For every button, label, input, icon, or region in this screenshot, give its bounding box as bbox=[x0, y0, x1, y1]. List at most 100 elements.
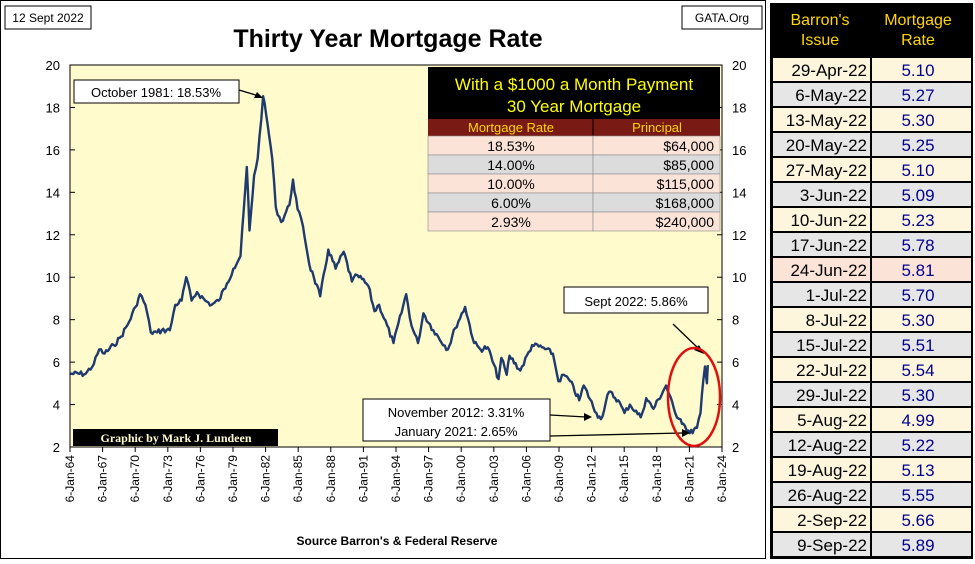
barrons-row-date: 17-Jun-22 bbox=[790, 236, 867, 255]
x-tick-label: 6-Jan-03 bbox=[487, 455, 501, 503]
barrons-row-rate: 5.81 bbox=[901, 261, 934, 280]
barrons-row-date: 29-Jul-22 bbox=[796, 386, 867, 405]
barrons-row-date: 22-Jul-22 bbox=[796, 361, 867, 380]
barrons-row-rate: 5.30 bbox=[901, 386, 934, 405]
date-box bbox=[4, 5, 92, 30]
barrons-row-date-cell bbox=[773, 333, 870, 356]
barrons-row-date-cell bbox=[773, 433, 870, 456]
barrons-table-svg: Barron's Issue Mortgage Rate 29-Apr-22 5.10… bbox=[773, 12, 971, 556]
barrons-row-date: 24-Jun-22 bbox=[790, 261, 867, 280]
barrons-row-date: 15-Jul-22 bbox=[796, 336, 867, 355]
y-tick-label: 10 bbox=[46, 270, 60, 285]
chart-title: Thirty Year Mortgage Rate bbox=[233, 25, 542, 53]
y-tick-label-right: 4 bbox=[732, 398, 739, 413]
annotation-low-2012-arrow bbox=[549, 414, 587, 418]
payment-table-header-bg bbox=[428, 119, 720, 136]
barrons-row-date-cell bbox=[773, 308, 870, 331]
credit-text: Graphic by Mark J. Lundeen bbox=[100, 431, 251, 445]
annotation-low-2012-arrowhead bbox=[584, 413, 592, 421]
x-tick-label: 6-Jan-79 bbox=[226, 455, 240, 503]
x-tick-label: 6-Jan-00 bbox=[454, 455, 468, 503]
annotation-low-2021-arrow bbox=[549, 432, 684, 437]
payment-row-principal: $115,000 bbox=[657, 176, 715, 192]
barrons-row-rate: 5.30 bbox=[901, 111, 934, 130]
barrons-row-date-cell bbox=[773, 158, 870, 181]
x-tick-label: 6-Jan-09 bbox=[552, 455, 566, 503]
source-text: Source Barron's & Federal Reserve bbox=[297, 534, 498, 548]
barrons-row-date-cell bbox=[773, 533, 870, 556]
barrons-row-date-cell bbox=[773, 483, 870, 506]
barrons-row-date: 27-May-22 bbox=[786, 161, 867, 180]
barrons-row-rate: 5.70 bbox=[901, 286, 934, 305]
barrons-header-line1: Barron's Issue bbox=[790, 12, 849, 49]
x-axis: 6-Jan-64 6-Jan-67 6-Jan-70 6-Jan-73 6-Jan-76… bbox=[63, 447, 729, 502]
y-tick-label-right: 18 bbox=[732, 100, 746, 115]
series-line bbox=[70, 95, 709, 435]
x-tick-label: 6-Jan-67 bbox=[96, 455, 110, 503]
barrons-row-rate-cell bbox=[872, 133, 971, 156]
header-line: Issue bbox=[801, 32, 839, 49]
x-tick-label: 6-Jan-18 bbox=[650, 455, 664, 503]
y-tick-label: 6 bbox=[53, 355, 60, 370]
barrons-row-date: 12-Aug-22 bbox=[788, 436, 867, 455]
payment-row-rate: 10.00% bbox=[487, 176, 534, 192]
barrons-row-date-cell bbox=[773, 408, 870, 431]
annotation-peak-arrowhead bbox=[254, 92, 263, 98]
barrons-row-rate: 5.51 bbox=[901, 336, 934, 355]
barrons-row-date: 2-Sep-22 bbox=[797, 511, 867, 530]
y-tick-label-right: 16 bbox=[732, 143, 746, 158]
barrons-row-rate-cell bbox=[872, 58, 971, 81]
x-tick-label: 6-Jan-91 bbox=[356, 455, 370, 503]
barrons-row-date-cell bbox=[773, 358, 870, 381]
barrons-row-date: 20-May-22 bbox=[786, 136, 867, 155]
barrons-row-date-cell bbox=[773, 183, 870, 206]
barrons-row-rate-cell bbox=[872, 308, 971, 331]
x-tick-label: 6-Jan-97 bbox=[422, 455, 436, 503]
source-tag: GATA.Org bbox=[695, 11, 749, 25]
barrons-table: Barron's Issue Mortgage Rate 29-Apr-22 5.10… bbox=[770, 3, 973, 559]
barrons-row-rate: 5.10 bbox=[901, 61, 934, 80]
barrons-row-date-cell bbox=[773, 508, 870, 531]
payment-row-rate: 6.00% bbox=[491, 195, 531, 211]
barrons-row-date-cell bbox=[773, 108, 870, 131]
date-label: 12 Sept 2022 bbox=[12, 11, 84, 25]
x-tick-label: 6-Jan-64 bbox=[63, 455, 77, 503]
y-tick-label: 12 bbox=[46, 228, 60, 243]
barrons-row-date-cell bbox=[773, 133, 870, 156]
barrons-row-rate-cell bbox=[872, 458, 971, 481]
payment-row-principal: $85,000 bbox=[663, 157, 714, 173]
payment-row-principal: $240,000 bbox=[656, 214, 715, 230]
annotation-lows-box bbox=[362, 398, 551, 442]
barrons-row-rate-cell bbox=[872, 333, 971, 356]
annotation-low-2012-text: November 2012: 3.31% bbox=[388, 405, 525, 420]
barrons-row-date-cell bbox=[773, 283, 870, 306]
y-axis-right: 2 4 6 8 10 12 14 16 18 20 bbox=[717, 58, 746, 455]
credit-box bbox=[73, 429, 278, 446]
y-tick-label-right: 6 bbox=[732, 355, 739, 370]
payment-table: With a $1000 a Month Payment 30 Year Mor… bbox=[427, 67, 721, 232]
barrons-row-rate: 5.09 bbox=[901, 186, 934, 205]
barrons-row-rate: 5.13 bbox=[901, 461, 934, 480]
payment-table-rows: 18.53% $64,000 14.00% $85,000 10.00% $115,000… bbox=[427, 135, 721, 232]
barrons-row-rate-cell bbox=[872, 108, 971, 131]
barrons-row-rate-cell bbox=[872, 433, 971, 456]
y-tick-label: 2 bbox=[53, 440, 60, 455]
annotation-lows: November 2012: 3.31% January 2021: 2.65% bbox=[362, 398, 690, 442]
payment-row-rate: 2.93% bbox=[491, 214, 531, 230]
payment-row-principal: $168,000 bbox=[656, 195, 715, 211]
barrons-row-rate: 5.89 bbox=[901, 536, 934, 555]
barrons-row-rate-cell bbox=[872, 258, 971, 281]
barrons-row-rate-cell bbox=[872, 283, 971, 306]
barrons-row-date: 10-Jun-22 bbox=[790, 211, 867, 230]
payment-table-title-bg bbox=[428, 67, 720, 119]
barrons-row-date: 26-Aug-22 bbox=[788, 486, 867, 505]
mortgage-rate-chart: 2 4 6 8 10 12 14 16 18 20 2 4 6 8 10 12 14 16 18 20 6-Jan-… bbox=[4, 5, 763, 548]
barrons-row-rate: 5.54 bbox=[901, 361, 934, 380]
payment-row-principal-cell bbox=[592, 211, 721, 232]
x-tick-label: 6-Jan-85 bbox=[291, 455, 305, 503]
x-tick-label: 6-Jan-88 bbox=[324, 455, 338, 503]
y-tick-label: 20 bbox=[46, 58, 60, 73]
x-tick-label: 6-Jan-82 bbox=[259, 455, 273, 503]
barrons-row-rate: 5.23 bbox=[901, 211, 934, 230]
